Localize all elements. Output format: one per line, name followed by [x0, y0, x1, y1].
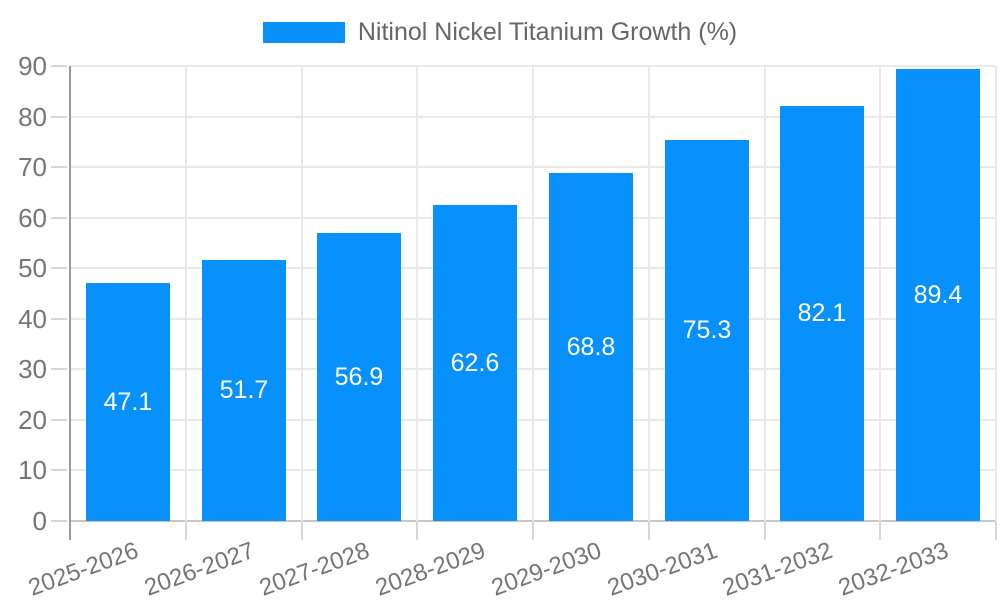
y-axis-line — [69, 66, 71, 540]
bar[interactable]: 51.7 — [202, 260, 286, 521]
y-tick-label: 80 — [18, 102, 47, 132]
x-tick-mark — [648, 521, 650, 540]
x-axis-label: 2032-2033 — [835, 537, 953, 600]
x-axis-label: 2025-2026 — [25, 537, 143, 600]
y-tick-mark — [51, 217, 67, 219]
x-gridline — [532, 66, 534, 521]
y-tick-label: 40 — [18, 304, 47, 334]
bar-value-label: 68.8 — [566, 332, 616, 361]
y-tick-mark — [51, 65, 67, 67]
x-tick-mark — [995, 521, 997, 540]
x-gridline — [185, 66, 187, 521]
y-tick-label: 60 — [18, 203, 47, 233]
y-tick-label: 90 — [18, 51, 47, 81]
y-tick-mark — [51, 469, 67, 471]
legend-swatch — [262, 21, 345, 43]
bar-value-label: 56.9 — [334, 362, 384, 391]
y-tick-label: 10 — [18, 455, 47, 485]
bar[interactable]: 56.9 — [317, 233, 401, 521]
y-tick-mark — [51, 267, 67, 269]
x-tick-mark — [879, 521, 881, 540]
bar-value-label: 82.1 — [797, 299, 847, 327]
y-tick-label: 70 — [18, 152, 47, 182]
bar[interactable]: 68.8 — [549, 173, 633, 521]
x-gridline — [648, 66, 650, 521]
x-axis-label: 2029-2030 — [488, 537, 606, 600]
bar[interactable]: 82.1 — [780, 106, 864, 521]
x-gridline — [764, 66, 766, 521]
x-gridline — [416, 66, 418, 521]
legend-label: Nitinol Nickel Titanium Growth (%) — [357, 18, 738, 46]
y-tick-label: 0 — [32, 506, 47, 536]
legend[interactable]: Nitinol Nickel Titanium Growth (%) — [0, 18, 1000, 46]
bar[interactable]: 89.4 — [896, 69, 980, 521]
y-tick-label: 30 — [18, 354, 47, 384]
x-axis-label: 2026-2027 — [141, 537, 259, 600]
bar[interactable]: 47.1 — [86, 283, 170, 521]
bar-value-label: 47.1 — [103, 387, 153, 416]
x-axis-label: 2030-2031 — [604, 537, 722, 600]
x-tick-mark — [301, 521, 303, 540]
y-tick-mark — [51, 368, 67, 370]
bar[interactable]: 75.3 — [665, 140, 749, 521]
x-axis-label: 2031-2032 — [719, 537, 837, 600]
y-tick-label: 50 — [18, 253, 47, 283]
x-tick-mark — [764, 521, 766, 540]
x-axis-label: 2027-2028 — [256, 537, 374, 600]
bar-value-label: 89.4 — [913, 280, 963, 309]
bar[interactable]: 62.6 — [433, 205, 517, 521]
x-tick-mark — [416, 521, 418, 540]
bar-value-label: 62.6 — [450, 348, 500, 377]
x-gridline — [301, 66, 303, 521]
y-tick-label: 20 — [18, 405, 47, 435]
x-tick-mark — [185, 521, 187, 540]
y-tick-mark — [51, 419, 67, 421]
y-tick-mark — [51, 116, 67, 118]
y-tick-mark — [51, 318, 67, 320]
bar-value-label: 75.3 — [682, 316, 732, 344]
x-axis-label: 2028-2029 — [372, 537, 490, 600]
x-tick-mark — [532, 521, 534, 540]
x-gridline — [995, 66, 997, 521]
bar-value-label: 51.7 — [219, 376, 269, 404]
x-gridline — [879, 66, 881, 521]
y-tick-mark — [51, 166, 67, 168]
y-tick-mark — [51, 520, 67, 522]
